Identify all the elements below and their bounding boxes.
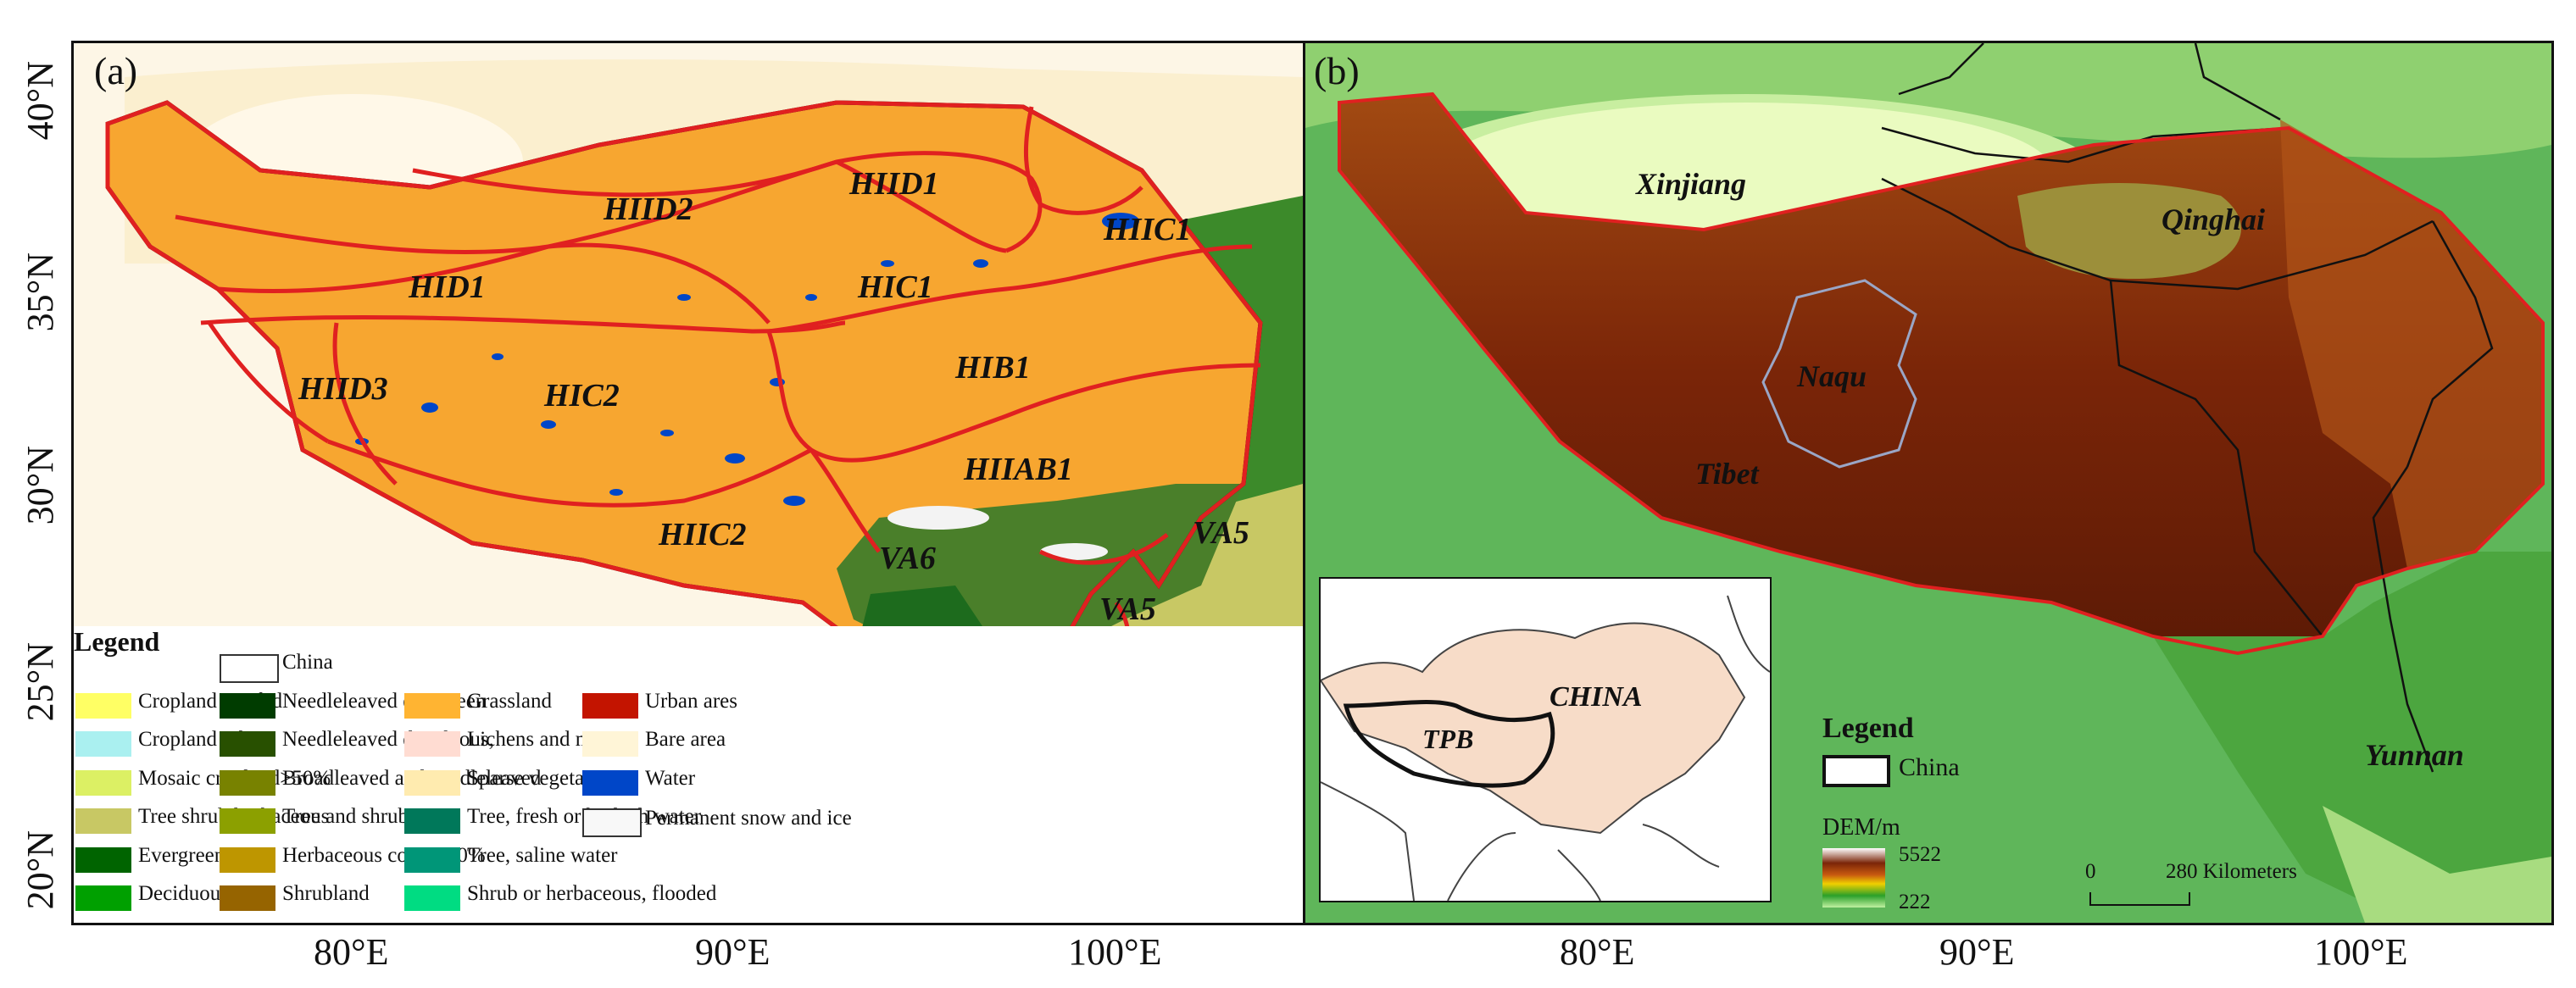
legend-label: Grassland bbox=[467, 689, 552, 713]
lakes bbox=[355, 213, 1139, 506]
place-yunnan: Yunnan bbox=[2365, 738, 2464, 772]
legend-swatch bbox=[404, 692, 460, 719]
region-HIID3: HIID3 bbox=[298, 371, 388, 407]
lat-label-30: 30°N bbox=[19, 446, 61, 525]
legend-label: Deciduous bbox=[138, 882, 229, 905]
region-VA5-south: VA5 bbox=[1099, 591, 1156, 627]
region-HIB1: HIB1 bbox=[954, 350, 1031, 386]
china-legend-label: China bbox=[1899, 753, 1960, 781]
lon-label-90-b: 90°E bbox=[1939, 931, 2015, 973]
dem-legend-title: Legend bbox=[1822, 713, 1914, 744]
place-tibet: Tibet bbox=[1695, 457, 1760, 491]
region-HID1: HID1 bbox=[408, 269, 486, 305]
inset-map-svg: CHINA TPB bbox=[1321, 595, 1770, 901]
dem-map-svg: Xinjiang Qinghai Naqu Tibet Yunnan bbox=[1305, 43, 2551, 923]
legend-swatch bbox=[220, 692, 275, 719]
region-HIC2: HIC2 bbox=[543, 378, 620, 414]
legend-swatch bbox=[75, 846, 131, 873]
legend-swatch bbox=[404, 769, 460, 796]
dem-colorbar bbox=[1822, 848, 1885, 908]
region-VA5-east: VA5 bbox=[1193, 515, 1249, 551]
legend-swatch bbox=[220, 885, 275, 911]
legend-swatch bbox=[582, 692, 638, 719]
lat-label-25: 25°N bbox=[19, 642, 61, 722]
legend-label: Needleleaved deciduous, bbox=[282, 728, 494, 751]
legend-swatch bbox=[75, 731, 131, 757]
legend-swatch bbox=[75, 769, 131, 796]
legend-title: Legend bbox=[74, 626, 160, 657]
place-xinjiang: Xinjiang bbox=[1635, 167, 1746, 201]
lon-label-100-b: 100°E bbox=[2314, 931, 2408, 973]
legend-label: Permanent snow and ice bbox=[645, 807, 852, 830]
lon-label-100-a: 100°E bbox=[1068, 931, 1162, 973]
legend-swatch bbox=[404, 808, 460, 834]
legend-swatch bbox=[582, 731, 638, 757]
lon-label-90-a: 90°E bbox=[695, 931, 771, 973]
china-legend-swatch bbox=[1822, 755, 1890, 787]
legend-swatch bbox=[220, 769, 275, 796]
tpb-boundary bbox=[1338, 92, 2545, 656]
lat-label-20: 20°N bbox=[19, 830, 61, 910]
inset-tpb-label: TPB bbox=[1422, 724, 1473, 754]
lat-label-40: 40°N bbox=[19, 61, 61, 141]
dem-max: 5522 bbox=[1899, 843, 1941, 866]
lon-label-80-b: 80°E bbox=[1560, 931, 1635, 973]
legend-swatch bbox=[582, 769, 638, 796]
region-HIIC1: HIIC1 bbox=[1103, 212, 1191, 247]
legend-swatch bbox=[220, 731, 275, 757]
legend-swatch bbox=[404, 846, 460, 873]
legend-label: Water bbox=[645, 766, 696, 790]
region-HIIC2: HIIC2 bbox=[658, 517, 746, 552]
region-HIID1: HIID1 bbox=[848, 166, 939, 202]
region-labels: HIID1 HIID2 HIIC1 HID1 HIC1 HIB1 HIID3 H… bbox=[298, 166, 1249, 627]
region-VA6: VA6 bbox=[879, 541, 936, 576]
legend-swatch bbox=[404, 885, 460, 911]
lon-label-80-a: 80°E bbox=[314, 931, 389, 973]
naqu-border bbox=[1761, 279, 1917, 469]
panel-b-dem-map: Xinjiang Qinghai Naqu Tibet Yunnan (b) C… bbox=[1303, 41, 2554, 925]
legend-swatch bbox=[75, 808, 131, 834]
inset-china-label: CHINA bbox=[1549, 681, 1643, 713]
legend-swatch bbox=[75, 885, 131, 911]
legend-label: China bbox=[282, 651, 333, 674]
legend-label: Evergreen bbox=[138, 843, 225, 867]
legend-swatch bbox=[220, 808, 275, 834]
dem-title: DEM/m bbox=[1822, 814, 1900, 841]
legend-label: Shrub or herbaceous, flooded bbox=[467, 882, 717, 905]
legend-swatch bbox=[582, 808, 642, 837]
dem-legend: Legend China DEM/m 5522 222 0 280 Kilome… bbox=[1805, 653, 2297, 913]
legend-label: Shrubland bbox=[282, 882, 370, 905]
lat-label-35: 35°N bbox=[19, 253, 61, 332]
scale-zero: 0 bbox=[2085, 860, 2096, 883]
legend-label: Bare area bbox=[645, 728, 726, 751]
place-labels: Xinjiang Qinghai Naqu Tibet Yunnan bbox=[1635, 167, 2464, 772]
landcover-legend: Legend Cropland rainfed Cropland other Mos… bbox=[74, 626, 1303, 923]
panel-a-label: (a) bbox=[94, 49, 138, 92]
panel-b-label: (b) bbox=[1314, 49, 1360, 92]
inset-map: CHINA TPB bbox=[1319, 577, 1772, 902]
region-HIID2: HIID2 bbox=[603, 191, 693, 227]
dem-min: 222 bbox=[1899, 891, 1931, 913]
place-qinghai: Qinghai bbox=[2162, 203, 2265, 236]
legend-label: Tree, saline water bbox=[467, 843, 618, 867]
legend-swatch bbox=[75, 692, 131, 719]
scale-label: 280 Kilometers bbox=[2166, 860, 2297, 883]
scale-bar bbox=[2089, 892, 2190, 906]
legend-swatch bbox=[220, 654, 279, 683]
legend-swatch bbox=[404, 731, 460, 757]
legend-label: Urban ares bbox=[645, 689, 737, 713]
legend-swatch bbox=[220, 846, 275, 873]
place-naqu: Naqu bbox=[1796, 359, 1867, 393]
panel-a-landcover-map: HIID1 HIID2 HIIC1 HID1 HIC1 HIB1 HIID3 H… bbox=[71, 41, 1305, 925]
landcover-map-svg: HIID1 HIID2 HIIC1 HID1 HIC1 HIB1 HIID3 H… bbox=[74, 43, 1303, 923]
region-HIC1: HIC1 bbox=[857, 269, 933, 305]
region-HIIAB1: HIIAB1 bbox=[963, 452, 1073, 487]
